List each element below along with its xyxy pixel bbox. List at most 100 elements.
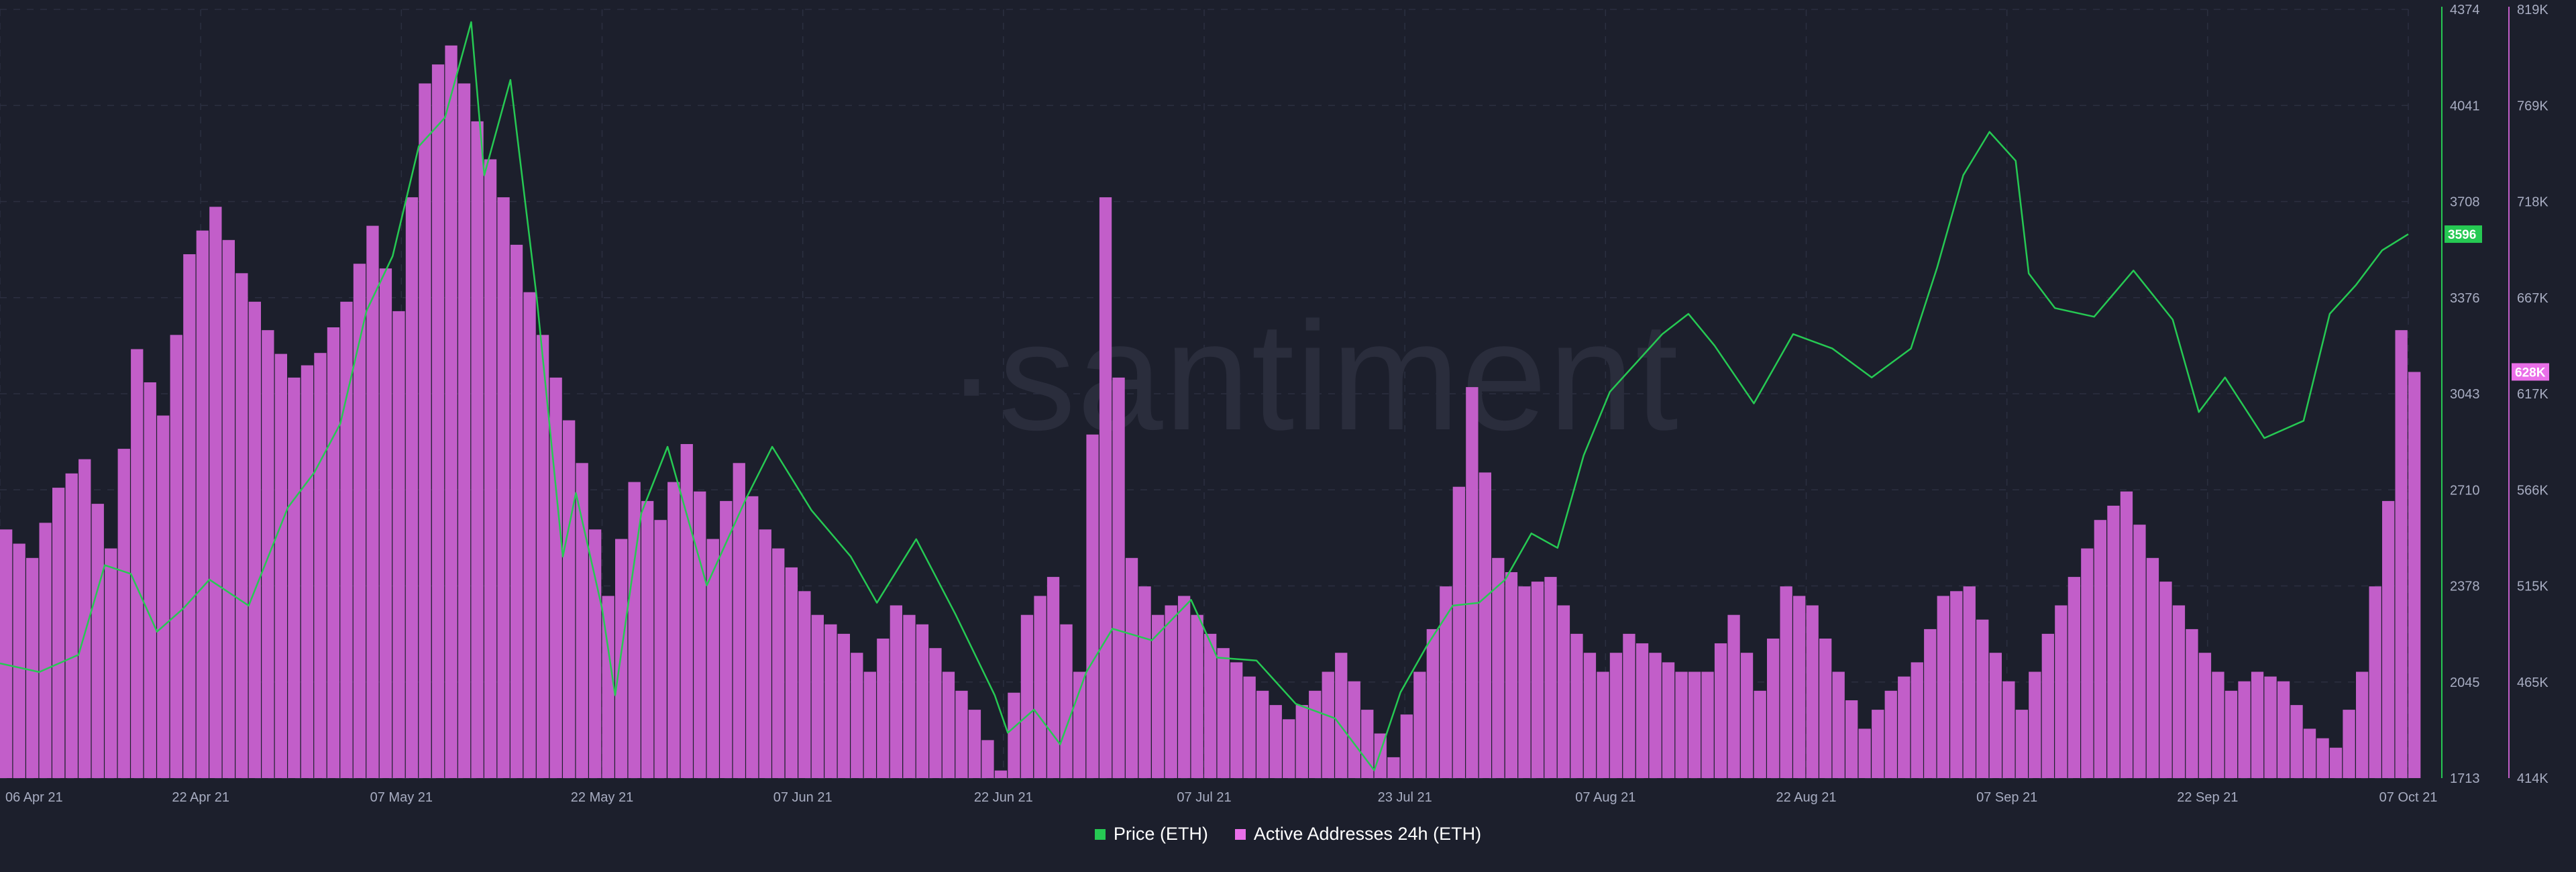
active-addresses-bar — [1610, 653, 1622, 778]
active-addresses-bar — [1780, 586, 1792, 778]
active-addresses-bar — [1819, 639, 1831, 778]
active-addresses-bar — [1885, 691, 1897, 778]
active-addresses-bar — [1244, 677, 1256, 778]
active-addresses-bar — [2055, 606, 2067, 779]
active-addresses-axis-tick-label: 465K — [2517, 675, 2548, 690]
active-addresses-bar — [1924, 629, 1936, 778]
active-addresses-bar — [2304, 728, 2316, 778]
active-addresses-bar — [955, 691, 967, 778]
active-addresses-bar — [1845, 700, 1858, 778]
active-addresses-bar — [484, 160, 496, 779]
price-axis-tick-label: 2378 — [2450, 580, 2480, 594]
active-addresses-bar — [26, 558, 38, 778]
active-addresses-bar — [1047, 577, 1059, 778]
active-addresses-bar — [2107, 506, 2119, 778]
active-addresses-bar — [1649, 653, 1661, 778]
active-addresses-bar — [838, 634, 850, 778]
active-addresses-axis-tick-label: 769K — [2517, 99, 2548, 113]
active-addresses-bar — [1688, 672, 1701, 779]
active-addresses-bar — [1309, 691, 1321, 778]
active-addresses-bar — [275, 354, 287, 778]
active-addresses-bar — [314, 353, 326, 778]
active-addresses-bar — [380, 268, 392, 778]
active-addresses-bar — [786, 567, 798, 778]
active-addresses-bar — [406, 197, 418, 778]
active-addresses-bar — [916, 624, 928, 778]
active-addresses-bar — [655, 520, 667, 778]
x-axis-tick-label: 23 Jul 21 — [1378, 790, 1432, 805]
active-addresses-bar — [1348, 682, 1360, 778]
active-addresses-axis-tick-label: 667K — [2517, 291, 2548, 306]
active-addresses-bar — [2042, 634, 2054, 778]
active-addresses-bar — [1715, 643, 1727, 778]
x-axis-tick-label: 22 May 21 — [571, 790, 633, 805]
active-addresses-bar — [969, 710, 981, 778]
active-addresses-bar — [2147, 558, 2159, 778]
active-addresses-bar — [1270, 705, 1282, 778]
active-addresses-bar — [1950, 591, 1962, 778]
active-addresses-bar — [1060, 624, 1072, 778]
active-addresses-bar — [929, 648, 941, 778]
legend-item-active-addresses[interactable]: Active Addresses 24h (ETH) — [1235, 824, 1481, 844]
active-addresses-bar — [2382, 501, 2394, 778]
active-addresses-axis-tick-label: 617K — [2517, 387, 2548, 402]
active-addresses-bar — [1872, 710, 1884, 778]
active-addresses-bar — [2121, 492, 2133, 778]
active-addresses-bar — [1636, 643, 1648, 778]
active-addresses-bar — [1532, 582, 1544, 778]
price-axis-tick-label: 1713 — [2450, 771, 2480, 786]
x-axis-tick-label: 22 Sep 21 — [2177, 790, 2238, 805]
active-addresses-bar — [943, 672, 955, 779]
active-addresses-bar — [40, 523, 52, 778]
active-addresses-bar — [1584, 653, 1596, 778]
active-addresses-bar — [1322, 672, 1334, 779]
price-axis-tick-label: 3043 — [2450, 387, 2480, 402]
x-axis-tick-label: 07 May 21 — [370, 790, 433, 805]
active-addresses-bar — [2343, 710, 2355, 778]
active-addresses-bar — [523, 292, 535, 778]
active-addresses-bar — [1662, 662, 1674, 778]
active-addresses-bar — [2316, 739, 2328, 778]
active-addresses-bar — [1230, 662, 1242, 778]
active-addresses-bar — [1597, 672, 1609, 779]
active-addresses-bar — [1427, 629, 1439, 778]
active-addresses-bar — [445, 46, 457, 778]
legend-item-price[interactable]: Price (ETH) — [1095, 824, 1208, 844]
active-addresses-bar — [1178, 596, 1190, 778]
active-addresses-bar — [733, 463, 745, 778]
active-addresses-bar — [1413, 672, 1426, 779]
active-addresses-bar — [1741, 653, 1753, 778]
active-addresses-bar — [2016, 710, 2028, 778]
active-addresses-bar — [694, 492, 706, 778]
active-addresses-bar — [995, 771, 1007, 778]
active-addresses-bar — [2408, 372, 2420, 779]
active-addresses-bar — [105, 549, 117, 778]
active-addresses-bar — [432, 64, 444, 778]
price-axis-tick-label: 4041 — [2450, 99, 2480, 113]
active-addresses-bar — [798, 591, 810, 778]
active-addresses-bar — [1492, 558, 1504, 778]
price-swatch — [1095, 829, 1106, 840]
active-addresses-bar — [197, 231, 209, 778]
active-addresses-bar — [1807, 606, 1819, 779]
active-addresses-bar — [340, 302, 352, 778]
active-addresses-bar — [1833, 672, 1845, 779]
active-addresses-axis-tick-label: 718K — [2517, 195, 2548, 210]
active-addresses-bar — [890, 606, 902, 779]
active-addresses-bar — [1126, 558, 1138, 778]
active-addresses-bar — [1911, 662, 1923, 778]
active-addresses-bar — [92, 504, 104, 778]
active-addresses-bar — [2029, 672, 2041, 779]
active-addresses-bar — [1165, 606, 1177, 779]
active-addresses-bar — [1479, 472, 1491, 778]
active-addresses-bar — [1701, 672, 1713, 779]
active-addresses-bar — [131, 349, 143, 779]
active-addresses-bar — [0, 529, 12, 778]
x-axis-tick-label: 07 Jun 21 — [773, 790, 833, 805]
active-addresses-bar — [2173, 606, 2185, 779]
active-addresses-bar — [877, 639, 889, 778]
active-addresses-bar — [1675, 672, 1687, 779]
active-addresses-bar — [641, 501, 653, 778]
active-addresses-axis-tick-label: 819K — [2517, 3, 2548, 17]
